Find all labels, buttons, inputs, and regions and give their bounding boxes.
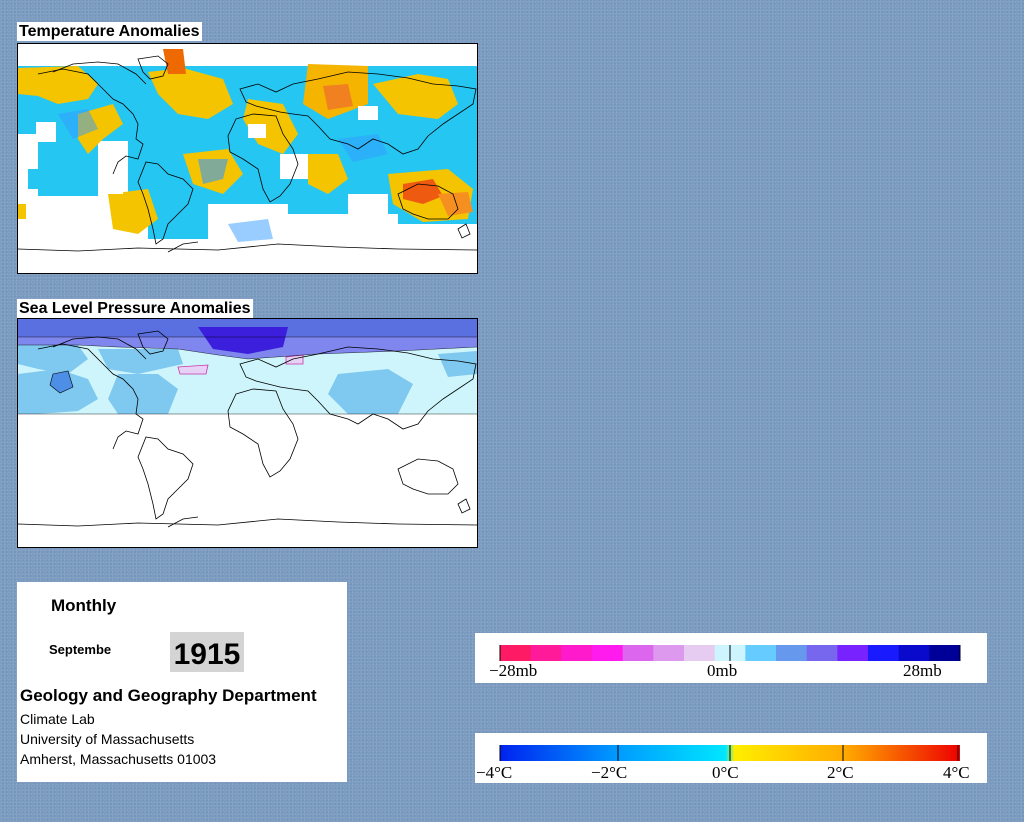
pressure-legend-swatch [776,645,808,661]
info-panel: Monthly Septembe 1915 Geology and Geogra… [17,582,347,782]
pressure-map-title: Sea Level Pressure Anomalies [17,299,253,318]
pressure-legend-mid-label: 0mb [707,661,737,680]
pressure-legend: −28mb 0mb 28mb [475,633,987,683]
pressure-legend-swatches [499,645,961,661]
pressure-legend-swatch [653,645,685,661]
lab-name: Climate Lab [20,711,95,727]
pressure-anomaly-field [18,319,477,415]
pressure-legend-swatch [684,645,716,661]
pressure-legend-swatch [530,645,562,661]
temperature-legend-label-minus4: −4°C [476,763,512,782]
temperature-legend-label-4: 4°C [943,763,970,782]
pressure-legend-swatch [868,645,900,661]
temperature-legend-label-0: 0°C [712,763,739,782]
pressure-legend-swatch [500,645,532,661]
temperature-legend: −4°C −2°C 0°C 2°C 4°C [475,733,987,783]
pressure-legend-max-label: 28mb [903,661,942,680]
address-line: Amherst, Massachusetts 01003 [20,751,217,767]
pressure-legend-swatch [898,645,930,661]
department-name: Geology and Geography Department [20,686,317,705]
pressure-legend-swatch [929,645,961,661]
pressure-legend-swatch [561,645,593,661]
period-label: Monthly [51,596,117,615]
pressure-legend-swatch [592,645,624,661]
pressure-legend-swatch [806,645,838,661]
pressure-legend-swatch [837,645,869,661]
year-label: 1915 [170,632,244,672]
temperature-map-title: Temperature Anomalies [17,22,202,41]
university-name: University of Massachusetts [20,731,195,747]
pressure-legend-swatch [745,645,777,661]
temperature-legend-label-minus2: −2°C [591,763,627,782]
temperature-anomaly-field [18,44,477,273]
month-label: Septembe [49,642,112,657]
pressure-legend-swatch [622,645,654,661]
temperature-anomaly-map [17,43,478,274]
temperature-legend-label-2: 2°C [827,763,854,782]
pressure-legend-min-label: −28mb [489,661,537,680]
pressure-anomaly-map [17,318,478,548]
